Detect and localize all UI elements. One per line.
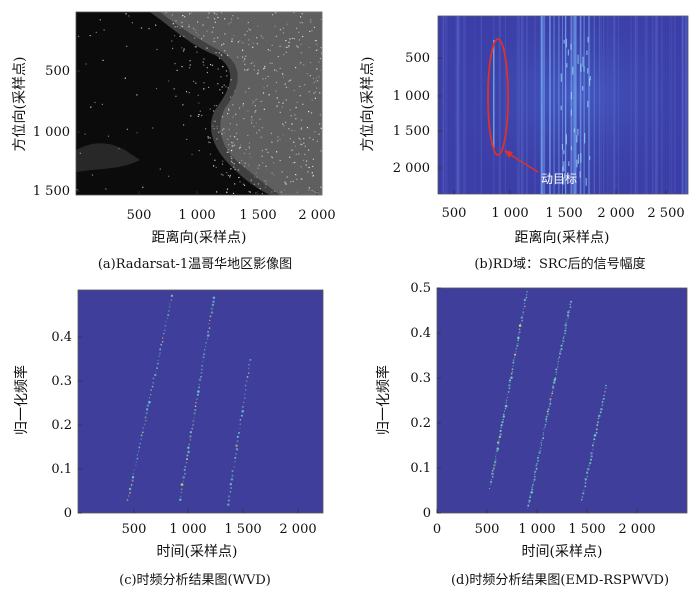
- moving-target-ellipse: [487, 38, 509, 156]
- x-tick-label: 1 500: [545, 206, 582, 221]
- y-tick-label: 0.1: [51, 462, 72, 477]
- panel-b-ylabel: 方位向(采样点): [360, 57, 376, 152]
- x-tick-label: 2 000: [618, 522, 655, 537]
- panel-a-ylabel: 方位向(采样点): [12, 57, 28, 152]
- x-tick-label: 1 000: [178, 208, 215, 223]
- panel-a-texture: [76, 12, 322, 195]
- x-tick-label: 2 000: [279, 522, 316, 537]
- x-tick-label: 0: [433, 522, 441, 537]
- panel-c-caption: (c)时频分析结果图(WVD): [119, 573, 271, 588]
- panel-d-ylabel: 归一化频率: [375, 365, 392, 435]
- panel-d: 0 500 1 000 1 500 2 000 0 0.1 0.2 0.3 0.4 0.5 时间(采…: [375, 281, 688, 588]
- y-tick-label: 1 000: [33, 125, 70, 140]
- panel-c-xlabel: 时间(采样点): [157, 544, 238, 560]
- y-tick-label: 2 000: [393, 161, 430, 176]
- panel-d-traces: [488, 290, 607, 509]
- y-tick-label: 0.4: [51, 330, 72, 345]
- y-tick-label: 1 000: [393, 89, 430, 104]
- x-tick-label: 500: [127, 208, 152, 223]
- y-tick-label: 0.1: [410, 461, 431, 476]
- y-tick-label: 0: [423, 506, 431, 521]
- x-tick-label: 1 000: [169, 522, 206, 537]
- x-tick-label: 1 500: [568, 522, 605, 537]
- y-tick-label: 0: [64, 506, 72, 521]
- panel-c-image: [77, 289, 324, 514]
- x-tick-label: 2 000: [597, 206, 634, 221]
- x-tick-label: 1 000: [518, 522, 555, 537]
- panel-b-texture: [438, 16, 688, 194]
- y-tick-label: 1 500: [33, 184, 70, 199]
- panel-b-caption: (b)RD域：SRC后的信号幅度: [474, 256, 645, 272]
- x-tick-label: 1 500: [224, 522, 261, 537]
- panel-d-image: [436, 287, 688, 514]
- x-tick-label: 500: [442, 206, 467, 221]
- x-tick-label: 1 000: [491, 206, 528, 221]
- annotation-arrow: [505, 151, 539, 173]
- y-tick-label: 500: [405, 51, 430, 66]
- y-tick-label: 0.2: [410, 416, 431, 431]
- panel-d-xlabel: 时间(采样点): [522, 544, 603, 560]
- annotation-label: 动目标: [541, 172, 577, 186]
- panel-a-caption: (a)Radarsat-1温哥华地区影像图: [98, 257, 292, 272]
- y-tick-label: 0.3: [51, 374, 72, 389]
- y-tick-label: 0.4: [410, 326, 431, 341]
- panel-a-xlabel: 距离向(采样点): [152, 229, 247, 246]
- y-tick-label: 0.2: [51, 418, 72, 433]
- y-tick-label: 500: [45, 64, 70, 79]
- panel-b-xlabel: 距离向(采样点): [515, 229, 610, 246]
- x-tick-label: 2 000: [298, 208, 335, 223]
- x-tick-label: 1 500: [239, 208, 276, 223]
- y-tick-label: 1 500: [393, 124, 430, 139]
- panel-c-ylabel: 归一化频率: [13, 365, 30, 435]
- panel-a: 500 1 000 1 500 2 000 500 1 000 1 500 距离向(采样点)…: [12, 11, 336, 272]
- annotation-arrow-head: [504, 150, 513, 158]
- x-tick-label: 2 500: [647, 206, 684, 221]
- x-tick-label: 500: [475, 522, 500, 537]
- y-tick-label: 0.3: [410, 371, 431, 386]
- panel-d-caption: (d)时频分析结果图(EMD-RSPWVD): [451, 573, 669, 588]
- x-tick-label: 500: [122, 522, 147, 537]
- panel-c-traces: [126, 294, 252, 506]
- y-tick-label: 0.5: [410, 281, 431, 296]
